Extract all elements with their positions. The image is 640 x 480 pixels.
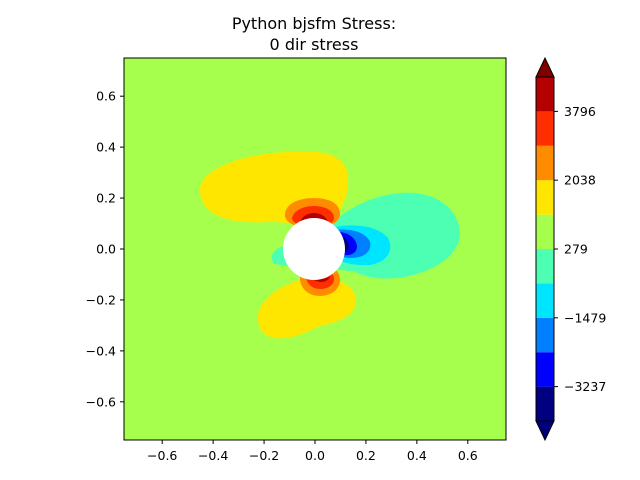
- x-tick-label: 0.6: [458, 448, 478, 463]
- x-tick-label: −0.6: [147, 448, 177, 463]
- x-tick-label: −0.2: [249, 448, 279, 463]
- colorbar-band: [536, 317, 554, 353]
- colorbar-band: [536, 145, 554, 181]
- y-tick-label: 0.2: [96, 191, 116, 206]
- colorbar-tick-label: 279: [564, 242, 588, 257]
- colorbar-tick-label: −3237: [564, 379, 606, 394]
- x-tick-label: −0.4: [198, 448, 228, 463]
- colorbar-band: [536, 283, 554, 318]
- chart-title: Python bjsfm Stress:: [232, 14, 396, 33]
- colorbar-band: [536, 352, 554, 387]
- x-tick-label: 0.2: [356, 448, 376, 463]
- chart-subtitle: 0 dir stress: [270, 35, 359, 54]
- colorbar-band: [536, 214, 554, 250]
- y-tick-label: 0.4: [96, 140, 116, 155]
- colorbar: 3796 2038 279 −1479 −3237: [535, 56, 606, 442]
- y-tick-label: −0.6: [86, 394, 116, 409]
- hole: [283, 218, 345, 280]
- y-tick-label: −0.4: [86, 343, 116, 358]
- x-tick-label: 0.4: [407, 448, 427, 463]
- colorbar-tick-label: −1479: [564, 310, 606, 325]
- x-axis: −0.6 −0.4 −0.2 0.0 0.2 0.4 0.6: [147, 440, 478, 463]
- colorbar-band: [536, 249, 554, 284]
- colorbar-band: [536, 77, 554, 112]
- colorbar-extend-min: [535, 420, 555, 442]
- plot-area: −0.6 −0.4 −0.2 0.0 0.2 0.4 0.6 −0.6 −0.4 −0.2 0.0…: [86, 57, 507, 463]
- y-tick-label: 0.0: [96, 242, 116, 257]
- x-tick-label: 0.0: [305, 448, 325, 463]
- colorbar-extend-max: [535, 56, 555, 78]
- colorbar-tick-label: 2038: [564, 173, 596, 188]
- colorbar-band: [536, 386, 554, 421]
- colorbar-band: [536, 180, 554, 215]
- colorbar-tick-label: 3796: [564, 104, 596, 119]
- y-axis: −0.6 −0.4 −0.2 0.0 0.2 0.4 0.6: [86, 89, 124, 409]
- contour-regions: [200, 151, 460, 339]
- y-tick-label: 0.6: [96, 89, 116, 104]
- y-tick-label: −0.2: [86, 292, 116, 307]
- colorbar-band: [536, 111, 554, 146]
